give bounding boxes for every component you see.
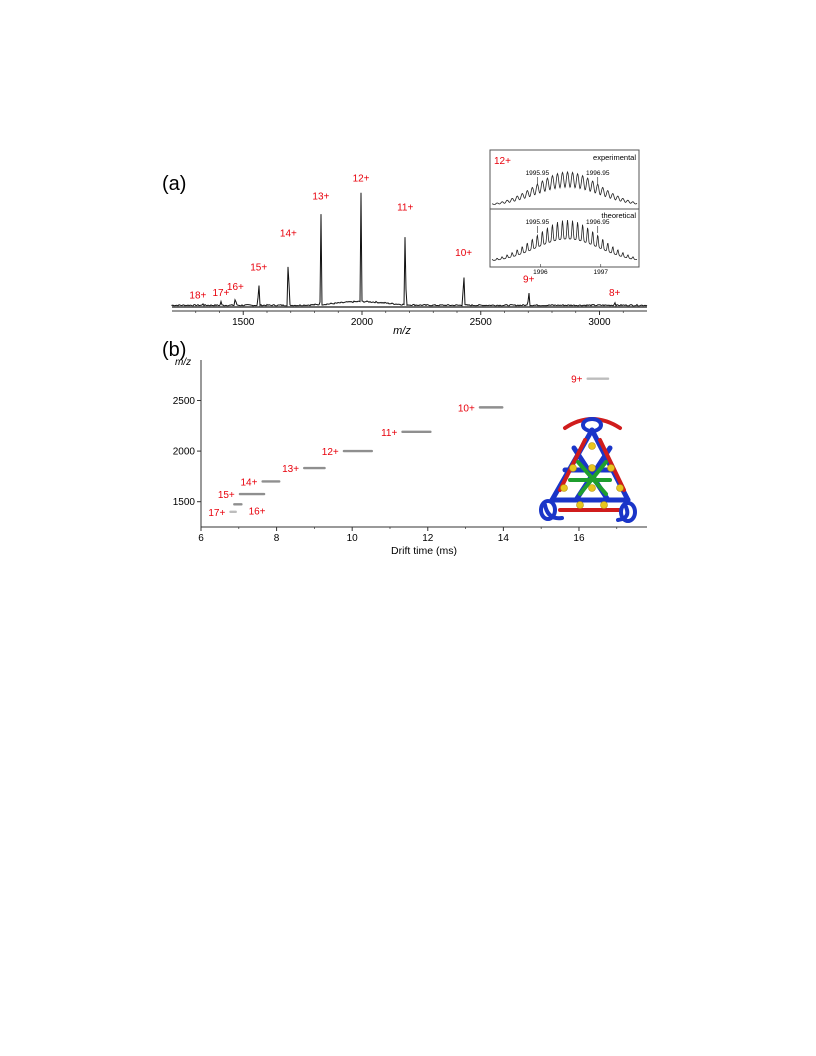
drift-x-ticks: 6 8 10 12 14 16 xyxy=(198,527,618,544)
drift-x-tick-label: 6 xyxy=(198,533,204,544)
inset-annotations: 1995.95 1996.95 1995.95 1996.95 xyxy=(526,170,610,233)
drift-label-11: 11+ xyxy=(381,428,397,439)
spectrum-x-ticks: 1500 2000 2500 3000 xyxy=(195,311,624,328)
drift-label-17: 17+ xyxy=(208,508,225,519)
drift-y-ticks: 1500 2000 2500 xyxy=(173,396,201,508)
panel-a: (a) 18+ 17+16+ 15+ 14+ 13+ 12+ 11+ 10+ 9+ 8+ 1500… xyxy=(162,149,648,337)
inset-x-ticks: 1996 1997 xyxy=(533,264,608,276)
spectrum-tick-label: 2500 xyxy=(470,317,493,328)
drift-label-12: 12+ xyxy=(322,447,339,458)
peak-labels: 18+ 17+16+ 15+ 14+ 13+ 12+ 11+ 10+ 9+ 8+ xyxy=(189,173,620,301)
spectrum-tick-label: 2000 xyxy=(351,317,374,328)
drift-x-tick-label: 10 xyxy=(347,533,359,544)
peak-label-16: 16+ xyxy=(227,282,244,293)
drift-band-10 xyxy=(478,406,504,409)
drift-label-16: 16+ xyxy=(249,506,266,517)
drift-band-13 xyxy=(303,466,326,470)
inset-experimental-label: experimental xyxy=(593,153,636,162)
panel-label-a: (a) xyxy=(162,173,186,195)
spectrum-x-label: m/z xyxy=(393,325,411,337)
drift-x-tick-label: 14 xyxy=(498,533,510,544)
peak-label-10: 10+ xyxy=(455,248,472,259)
drift-band-11 xyxy=(401,430,432,434)
peak-label-15: 15+ xyxy=(250,263,267,274)
spectrum-baseline xyxy=(172,306,647,308)
inset-annotation-label: 1996.95 xyxy=(586,219,610,226)
spectrum-tick-label: 3000 xyxy=(588,317,611,328)
panel-label-b: (b) xyxy=(162,339,186,361)
drift-band-12 xyxy=(342,449,373,453)
drift-charge-labels: 17+ 16+ 15+ 14+ 13+ 12+ 11+ 10+ 9+ xyxy=(208,375,582,519)
mass-spectrum-trace xyxy=(171,192,648,308)
inset-theoretical-label: theoretical xyxy=(601,211,636,220)
drift-label-10: 10+ xyxy=(458,403,475,414)
peak-label-8: 8+ xyxy=(609,288,621,299)
drift-y-tick-label: 2000 xyxy=(173,447,196,458)
drift-y-tick-label: 1500 xyxy=(173,497,196,508)
inset-annotation-label: 1996.95 xyxy=(586,170,610,177)
inset-tick-label: 1996 xyxy=(533,269,548,276)
panel-b: (b) m/z 1500 2000 2500 6 8 10 12 14 16 17+ 16+ 15… xyxy=(162,339,647,557)
inset-tick-label: 1997 xyxy=(594,269,609,276)
isotope-inset: 12+ experimental theoretical 1995.95 1996… xyxy=(489,149,640,276)
peak-label-13: 13+ xyxy=(312,192,329,203)
drift-band-17 xyxy=(229,510,237,514)
peak-label-11: 11+ xyxy=(397,203,413,214)
drift-band-14 xyxy=(261,480,281,483)
drift-x-tick-label: 8 xyxy=(274,533,280,544)
drift-band-15 xyxy=(238,492,266,496)
drift-band-16 xyxy=(233,503,243,506)
experimental-isotope-trace xyxy=(492,170,638,206)
peak-label-12: 12+ xyxy=(353,173,370,184)
drift-x-tick-label: 16 xyxy=(573,533,585,544)
tetrahedral-cage-icon xyxy=(539,417,637,523)
theoretical-isotope-trace xyxy=(491,219,638,261)
inset-annotation-label: 1995.95 xyxy=(526,219,550,226)
peak-label-18: 18+ xyxy=(189,291,206,302)
drift-x-label: Drift time (ms) xyxy=(391,545,457,557)
drift-label-9: 9+ xyxy=(571,375,583,386)
peak-label-17: 17+ xyxy=(212,288,229,299)
spectrum-tick-label: 1500 xyxy=(232,317,255,328)
drift-x-tick-label: 12 xyxy=(422,533,434,544)
inset-annotation-label: 1995.95 xyxy=(526,170,550,177)
drift-band-9 xyxy=(586,377,610,380)
drift-label-14: 14+ xyxy=(241,477,258,488)
peak-label-9: 9+ xyxy=(523,275,535,286)
peak-label-14: 14+ xyxy=(280,228,297,239)
drift-label-15: 15+ xyxy=(218,490,235,501)
drift-label-13: 13+ xyxy=(282,464,299,475)
drift-bands xyxy=(229,377,610,514)
drift-y-label: m/z xyxy=(175,357,191,368)
inset-charge-label: 12+ xyxy=(494,156,511,167)
drift-y-tick-label: 2500 xyxy=(173,396,196,407)
